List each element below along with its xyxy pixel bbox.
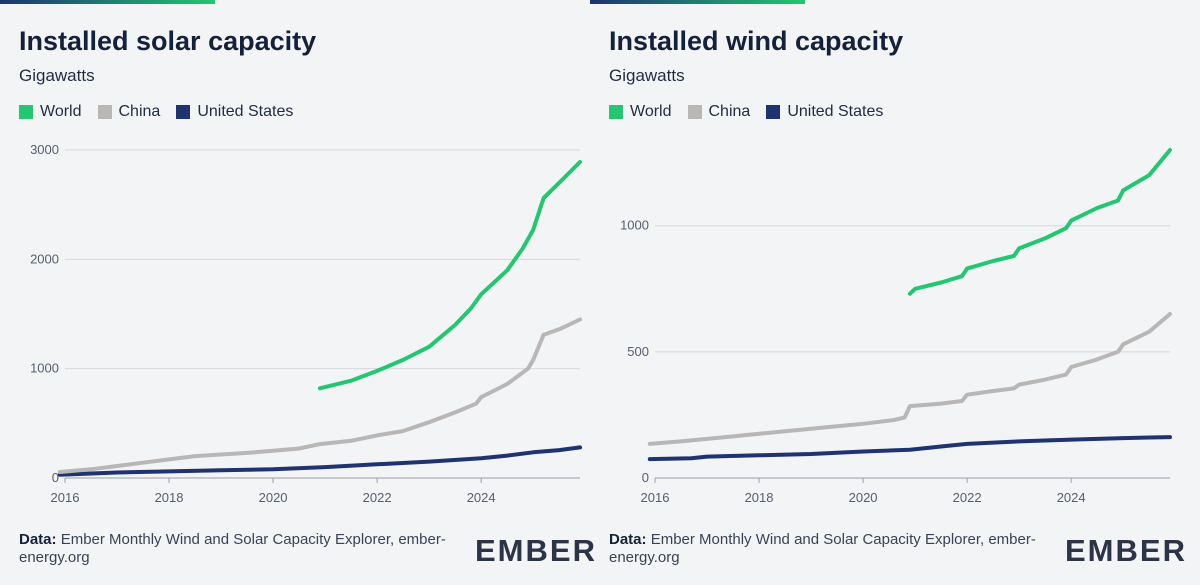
legend: World China United States <box>609 103 883 121</box>
legend-item-us: United States <box>176 103 293 121</box>
y-tick-label: 0 <box>642 470 649 485</box>
series-line-united-states <box>647 435 1172 462</box>
x-tick-label: 2016 <box>641 490 670 505</box>
x-tick-label: 2020 <box>259 490 288 505</box>
y-tick-label: 0 <box>52 470 59 485</box>
data-source: Data: Ember Monthly Wind and Solar Capac… <box>609 531 1049 567</box>
legend-label: China <box>118 103 161 120</box>
legend-label: United States <box>787 103 884 120</box>
legend-item-world: World <box>19 103 82 121</box>
solar-chart: 0 1000 2000 3000 2016 2018 2020 2022 2024 <box>30 142 582 505</box>
legend-swatch-us <box>766 105 781 119</box>
legend-item-world: World <box>609 103 672 121</box>
y-tick-label: 500 <box>627 344 649 359</box>
legend-swatch-world <box>19 105 33 119</box>
x-tick-label: 2022 <box>363 490 392 505</box>
source-text: Ember Monthly Wind and Solar Capacity Ex… <box>609 531 1036 566</box>
wind-panel: Installed wind capacity Gigawatts World … <box>590 0 1185 585</box>
x-tick-label: 2022 <box>953 490 982 505</box>
series-line-world <box>907 148 1172 296</box>
legend-label: China <box>708 103 751 120</box>
source-label: Data: <box>19 531 57 548</box>
chart-subtitle: Gigawatts <box>609 66 685 85</box>
chart-subtitle: Gigawatts <box>19 66 95 85</box>
x-tick-label: 2024 <box>1057 490 1086 505</box>
x-tick-label: 2018 <box>745 490 774 505</box>
chart-title: Installed wind capacity <box>609 26 904 56</box>
x-tick-label: 2016 <box>51 490 80 505</box>
data-source: Data: Ember Monthly Wind and Solar Capac… <box>19 531 459 567</box>
ember-logo: EMBER <box>475 533 597 568</box>
x-tick-label: 2018 <box>155 490 184 505</box>
legend-label: World <box>40 103 82 120</box>
top-accent-bar <box>0 0 215 4</box>
top-accent-bar <box>590 0 805 4</box>
x-tick-label: 2024 <box>467 490 496 505</box>
legend-swatch-china <box>687 105 702 119</box>
series-line-china <box>647 312 1172 446</box>
solar-panel: Installed solar capacity Gigawatts World… <box>0 0 595 585</box>
chart-title: Installed solar capacity <box>19 26 317 56</box>
ember-logo: EMBER <box>1065 533 1187 568</box>
y-tick-label: 1000 <box>30 361 59 376</box>
legend-label: World <box>630 103 672 120</box>
y-tick-label: 3000 <box>30 142 59 157</box>
series-line-world <box>317 160 582 391</box>
source-label: Data: <box>609 531 647 548</box>
wind-chart: 0 500 1000 2016 2018 2020 2022 2024 <box>620 148 1172 505</box>
legend: World China United States <box>19 103 293 121</box>
x-tick-label: 2020 <box>849 490 878 505</box>
y-tick-label: 2000 <box>30 251 59 266</box>
series-line-united-states <box>57 445 582 477</box>
legend-item-china: China <box>97 103 161 121</box>
legend-swatch-world <box>609 105 623 119</box>
y-tick-label: 1000 <box>620 218 649 233</box>
source-text: Ember Monthly Wind and Solar Capacity Ex… <box>19 531 446 566</box>
legend-swatch-china <box>97 105 112 119</box>
legend-label: United States <box>197 103 294 120</box>
series-line-china <box>57 317 582 474</box>
legend-swatch-us <box>176 105 191 119</box>
legend-item-china: China <box>687 103 751 121</box>
legend-item-us: United States <box>766 103 883 121</box>
